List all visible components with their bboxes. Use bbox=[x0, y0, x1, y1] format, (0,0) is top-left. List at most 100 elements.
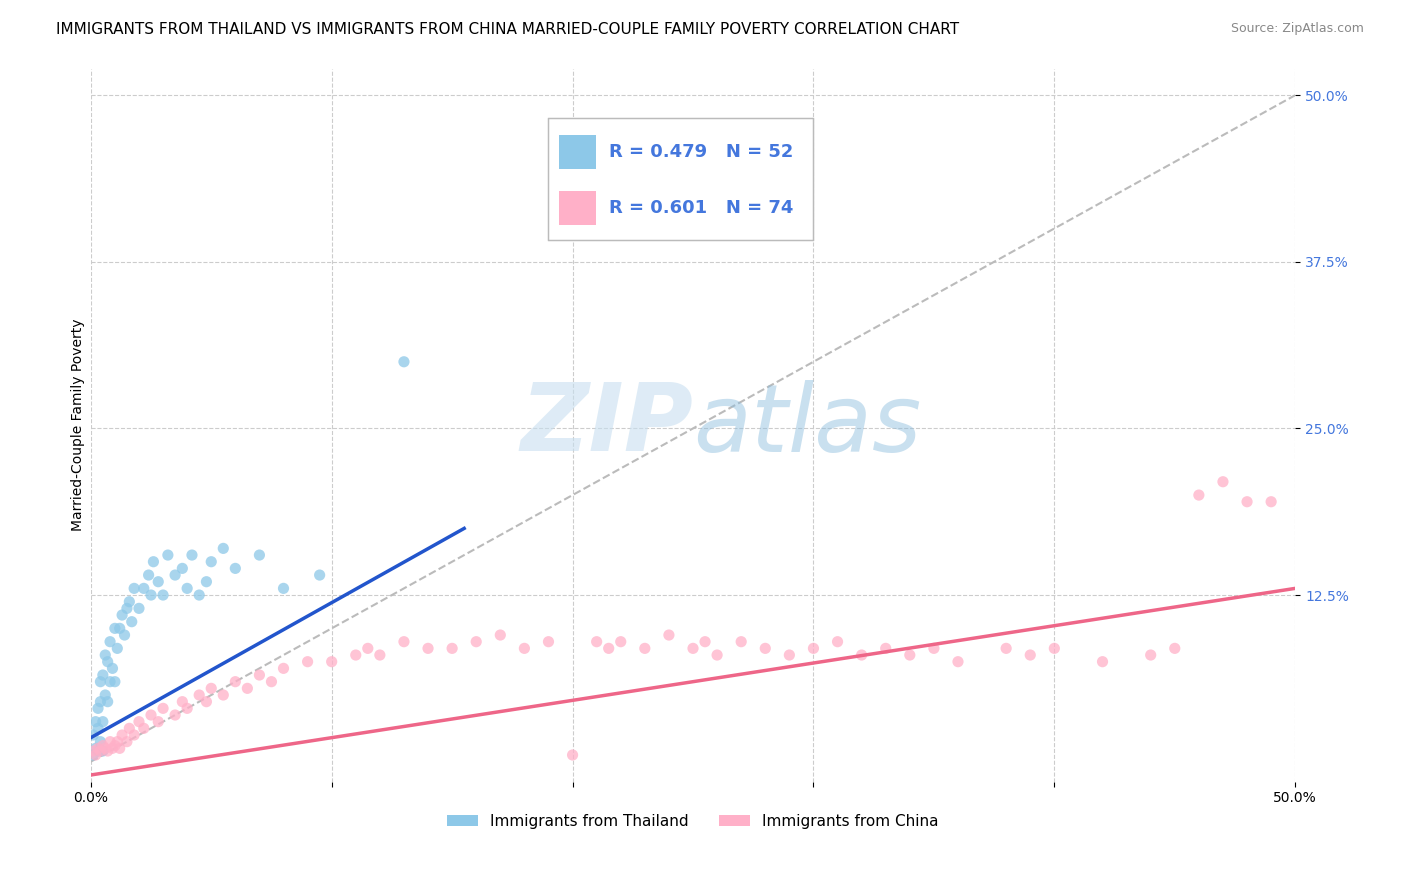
Point bbox=[91, 714, 114, 729]
Point bbox=[165, 708, 187, 723]
Point bbox=[89, 695, 111, 709]
Point bbox=[132, 722, 155, 736]
Point bbox=[176, 582, 198, 596]
Point bbox=[156, 548, 179, 562]
Point bbox=[308, 568, 330, 582]
Point bbox=[224, 561, 246, 575]
Point bbox=[212, 541, 235, 556]
Text: atlas: atlas bbox=[693, 380, 921, 471]
Point bbox=[1212, 475, 1234, 489]
Point bbox=[128, 714, 150, 729]
Point bbox=[97, 695, 120, 709]
Point bbox=[121, 615, 143, 629]
Point bbox=[101, 661, 124, 675]
Point bbox=[585, 634, 607, 648]
Point bbox=[489, 628, 512, 642]
Text: ZIP: ZIP bbox=[520, 379, 693, 471]
Point bbox=[104, 621, 127, 635]
Point bbox=[94, 648, 117, 662]
Point bbox=[224, 674, 246, 689]
Point bbox=[778, 648, 800, 662]
Point bbox=[344, 648, 367, 662]
Point bbox=[730, 634, 752, 648]
Point bbox=[273, 582, 295, 596]
Point bbox=[195, 574, 218, 589]
Point bbox=[105, 641, 128, 656]
Point bbox=[94, 688, 117, 702]
Point bbox=[1043, 641, 1066, 656]
Point bbox=[142, 555, 165, 569]
Point bbox=[898, 648, 921, 662]
Text: IMMIGRANTS FROM THAILAND VS IMMIGRANTS FROM CHINA MARRIED-COUPLE FAMILY POVERTY : IMMIGRANTS FROM THAILAND VS IMMIGRANTS F… bbox=[56, 22, 959, 37]
Point bbox=[188, 588, 211, 602]
Point bbox=[87, 701, 110, 715]
Point bbox=[537, 634, 560, 648]
Point bbox=[236, 681, 259, 696]
Point bbox=[1164, 641, 1187, 656]
Point bbox=[172, 695, 194, 709]
Point bbox=[165, 568, 187, 582]
Point bbox=[101, 741, 124, 756]
Point bbox=[392, 634, 415, 648]
Point bbox=[152, 588, 174, 602]
Point bbox=[181, 548, 204, 562]
Legend: Immigrants from Thailand, Immigrants from China: Immigrants from Thailand, Immigrants fro… bbox=[441, 807, 945, 835]
Point bbox=[104, 674, 127, 689]
Point bbox=[91, 744, 114, 758]
Point bbox=[98, 734, 121, 748]
Point bbox=[128, 601, 150, 615]
Point bbox=[97, 744, 120, 758]
Point bbox=[82, 728, 104, 742]
Point bbox=[148, 714, 170, 729]
Point bbox=[82, 744, 104, 758]
Point bbox=[104, 739, 127, 753]
Point bbox=[946, 655, 969, 669]
Point bbox=[87, 744, 110, 758]
Point bbox=[122, 728, 145, 742]
Text: Source: ZipAtlas.com: Source: ZipAtlas.com bbox=[1230, 22, 1364, 36]
Point bbox=[922, 641, 945, 656]
Point bbox=[84, 714, 107, 729]
Point bbox=[118, 722, 141, 736]
Point bbox=[115, 601, 138, 615]
Point bbox=[91, 739, 114, 753]
Point bbox=[139, 588, 162, 602]
Point bbox=[200, 681, 222, 696]
Point bbox=[297, 655, 319, 669]
Point bbox=[851, 648, 873, 662]
Point bbox=[200, 555, 222, 569]
Point bbox=[152, 701, 174, 715]
Point bbox=[84, 747, 107, 762]
Point bbox=[995, 641, 1018, 656]
Point bbox=[212, 688, 235, 702]
Point bbox=[176, 701, 198, 715]
Point bbox=[111, 728, 134, 742]
Point bbox=[115, 734, 138, 748]
Point bbox=[108, 741, 131, 756]
Point bbox=[87, 722, 110, 736]
Point bbox=[97, 655, 120, 669]
Point bbox=[1019, 648, 1042, 662]
Point bbox=[98, 674, 121, 689]
Point bbox=[108, 621, 131, 635]
Point bbox=[139, 708, 162, 723]
Point bbox=[368, 648, 391, 662]
Point bbox=[98, 634, 121, 648]
Point bbox=[114, 628, 136, 642]
Point bbox=[105, 734, 128, 748]
Point bbox=[392, 355, 415, 369]
Point bbox=[89, 674, 111, 689]
Point bbox=[561, 208, 583, 222]
Point bbox=[195, 695, 218, 709]
Point bbox=[682, 641, 704, 656]
Point bbox=[84, 741, 107, 756]
Point bbox=[561, 747, 583, 762]
Point bbox=[118, 595, 141, 609]
Point bbox=[441, 641, 464, 656]
Point bbox=[89, 734, 111, 748]
Point bbox=[465, 634, 488, 648]
Point bbox=[273, 661, 295, 675]
Point bbox=[827, 634, 849, 648]
Point bbox=[148, 574, 170, 589]
Point bbox=[89, 744, 111, 758]
